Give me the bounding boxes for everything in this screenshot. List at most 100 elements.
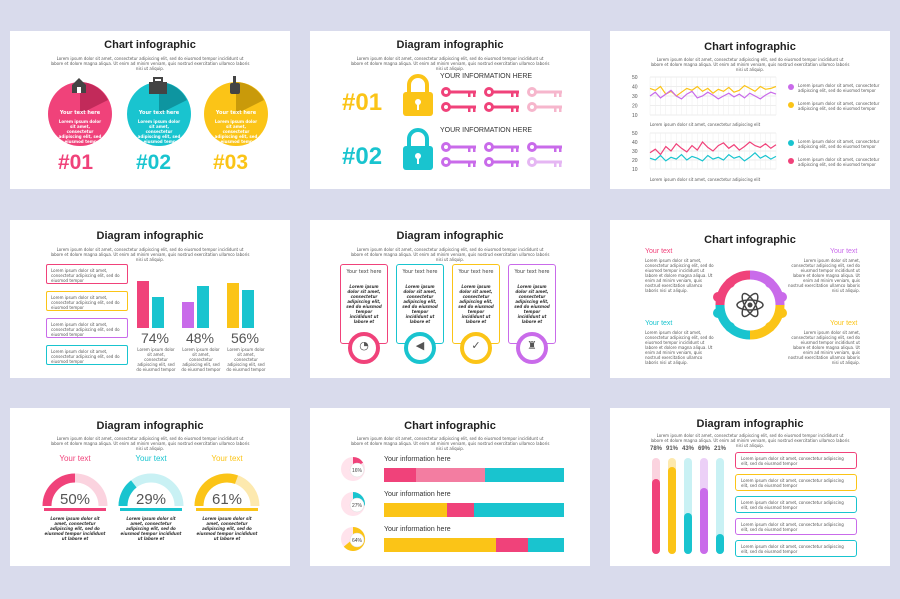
card-head: Your text here bbox=[458, 269, 494, 275]
bar bbox=[227, 283, 239, 328]
megaphone-icon: ◀ bbox=[415, 339, 425, 352]
text-top-right: Lorem ipsum dolor sit amet, consectetur … bbox=[788, 258, 860, 293]
stacked-segment bbox=[384, 538, 496, 552]
slide-chart-infographic-1[interactable]: Chart infographic Lorem ipsum dolor sit … bbox=[10, 31, 290, 189]
slide-chart-infographic-atom[interactable]: Chart infographic Your text Lorem ipsum … bbox=[610, 220, 890, 378]
bar-percent: 43% bbox=[681, 446, 694, 452]
key-icon bbox=[441, 87, 476, 97]
card-text: Lorem ipsum dolor sit amet, consectetur … bbox=[514, 284, 550, 324]
pie-1-head: Your text here bbox=[59, 110, 101, 116]
vertical-bar-chart: 78% 91% 43% 69% 21% bbox=[650, 446, 730, 558]
slide-diagram-infographic-keys[interactable]: Diagram infographic Lorem ipsum dolor si… bbox=[310, 31, 590, 189]
card-circle bbox=[460, 332, 492, 364]
legend-text: Lorem ipsum dolor sit amet, consectetur … bbox=[798, 83, 880, 93]
series-line bbox=[649, 89, 777, 100]
pie-2-head: Your text here bbox=[138, 110, 180, 116]
line-chart-1: 50 40 30 20 10 bbox=[632, 75, 777, 119]
gauge bbox=[194, 473, 260, 511]
slide-title: Chart infographic bbox=[404, 420, 496, 432]
lock-icon bbox=[403, 128, 433, 170]
house-icon bbox=[72, 78, 86, 93]
text-box: Lorem ipsum dolor sit amet, consectetur … bbox=[46, 291, 128, 311]
slide-chart-infographic-lines[interactable]: Chart infographic Lorem ipsum dolor sit … bbox=[610, 31, 890, 189]
slide-title: Diagram infographic bbox=[396, 230, 504, 242]
row-1-label: #01 bbox=[342, 89, 383, 116]
shield-check-icon: ✓ bbox=[471, 339, 481, 352]
intro-text: Lorem ipsum dolor sit amet, consectetur … bbox=[50, 56, 250, 71]
intro-text: Lorem ipsum dolor sit amet, consectetur … bbox=[350, 247, 550, 262]
percent-row: 74% Lorem ipsum dolor sit amet, consectet… bbox=[135, 330, 275, 372]
pie-3-text: Lorem ipsum dolor sit amet, consectetur … bbox=[213, 119, 259, 144]
slide-title: Diagram infographic bbox=[696, 418, 804, 430]
label-top-left: Your text bbox=[645, 248, 673, 255]
legend: Lorem ipsum dolor sit amet, consectetur … bbox=[788, 83, 883, 183]
gauge-row: Your text 50% Lorem ipsum dolor sit amet, … bbox=[40, 452, 270, 564]
legend-marker bbox=[788, 158, 794, 164]
card-circle bbox=[348, 332, 380, 364]
slide-chart-infographic-stacked[interactable]: Chart infographic Lorem ipsum dolor sit … bbox=[310, 408, 590, 566]
legend-marker bbox=[788, 102, 794, 108]
slide-title: Diagram infographic bbox=[96, 420, 204, 432]
briefcase-icon bbox=[149, 77, 167, 94]
y-tick-label: 30 bbox=[632, 94, 638, 100]
item-3-label: #03 bbox=[213, 151, 249, 174]
percent-label: 74% bbox=[140, 330, 170, 346]
card-head: Your text here bbox=[402, 269, 438, 275]
slide-diagram-infographic-vbars[interactable]: Diagram infographic Lorem ipsum dolor si… bbox=[610, 408, 890, 566]
card-text: Lorem ipsum dolor sit amet, consectetur … bbox=[346, 284, 382, 324]
stacked-segment bbox=[484, 468, 564, 482]
gauge-head: Your text bbox=[135, 454, 167, 463]
pie-mini: 64% bbox=[341, 526, 366, 551]
svg-text:27%: 27% bbox=[352, 503, 363, 509]
legend-marker bbox=[788, 84, 794, 90]
slide-diagram-infographic-gauges[interactable]: Diagram infographic Lorem ipsum dolor si… bbox=[10, 408, 290, 566]
stacked-segment bbox=[495, 538, 528, 552]
key-icon bbox=[527, 102, 562, 112]
label-top-right: Your text bbox=[830, 248, 858, 255]
slide-title: Diagram infographic bbox=[96, 230, 204, 242]
percent-caption: Lorem ipsum dolor sit amet, consectetur … bbox=[136, 347, 176, 372]
bar-track bbox=[716, 458, 724, 554]
card-text: Lorem ipsum dolor sit amet, consectetur … bbox=[402, 284, 438, 324]
row-head: Your information here bbox=[384, 491, 451, 498]
text-bottom-right: Lorem ipsum dolor sit amet, consectetur … bbox=[788, 330, 860, 365]
card-circle bbox=[404, 332, 436, 364]
key-icon bbox=[527, 142, 562, 152]
svg-text:16%: 16% bbox=[352, 468, 363, 474]
bar-percent: 78% bbox=[649, 446, 662, 452]
key-icon bbox=[527, 157, 562, 167]
text-bottom-left: Lorem ipsum dolor sit amet, consectetur … bbox=[645, 330, 714, 365]
y-tick-label: 20 bbox=[632, 158, 638, 164]
percent-caption: Lorem ipsum dolor sit amet, consectetur … bbox=[226, 347, 266, 372]
y-tick-label: 20 bbox=[632, 104, 638, 110]
hand-icon bbox=[230, 76, 240, 94]
bar-fill bbox=[652, 479, 660, 554]
card-head: Your text here bbox=[514, 269, 550, 275]
text-box-list: Lorem ipsum dolor sit amet, consectetur … bbox=[735, 452, 857, 560]
slide-diagram-infographic-bars[interactable]: Diagram infographic Lorem ipsum dolor si… bbox=[10, 220, 290, 378]
text-box: Lorem ipsum dolor sit amet, consectetur … bbox=[735, 540, 857, 557]
slide-diagram-infographic-cards[interactable]: Diagram infographic Lorem ipsum dolor si… bbox=[310, 220, 590, 378]
row-2-head: YOUR INFORMATION HERE bbox=[440, 127, 533, 134]
percent-caption: Lorem ipsum dolor sit amet, consectetur … bbox=[181, 347, 221, 372]
item-1-label: #01 bbox=[58, 151, 94, 174]
pie-mini: 16% bbox=[341, 457, 365, 481]
bar-percent: 69% bbox=[697, 446, 710, 452]
legend-text: Lorem ipsum dolor sit amet, consectetur … bbox=[798, 101, 880, 111]
stacked-segment bbox=[474, 503, 564, 517]
y-tick-label: 50 bbox=[632, 131, 638, 137]
text-box: Lorem ipsum dolor sit amet, consectetur … bbox=[46, 345, 128, 365]
gauge-text: Lorem ipsum dolor sit amet, consectetur … bbox=[196, 516, 258, 541]
slide-title: Diagram infographic bbox=[396, 39, 504, 51]
key-icon bbox=[527, 87, 562, 97]
bar-fill bbox=[716, 533, 724, 554]
intro-text: Lorem ipsum dolor sit amet, consectetur … bbox=[50, 247, 250, 262]
text-box: Lorem ipsum dolor sit amet, consectetur … bbox=[46, 318, 128, 338]
label-bottom-right: Your text bbox=[830, 320, 858, 327]
row-head: Your information here bbox=[384, 456, 451, 463]
slide-title: Chart infographic bbox=[104, 39, 196, 51]
y-tick-label: 50 bbox=[632, 75, 638, 81]
bar-fill bbox=[684, 512, 692, 554]
lock-icon bbox=[403, 74, 433, 116]
pie-mini: 27% bbox=[341, 492, 365, 516]
